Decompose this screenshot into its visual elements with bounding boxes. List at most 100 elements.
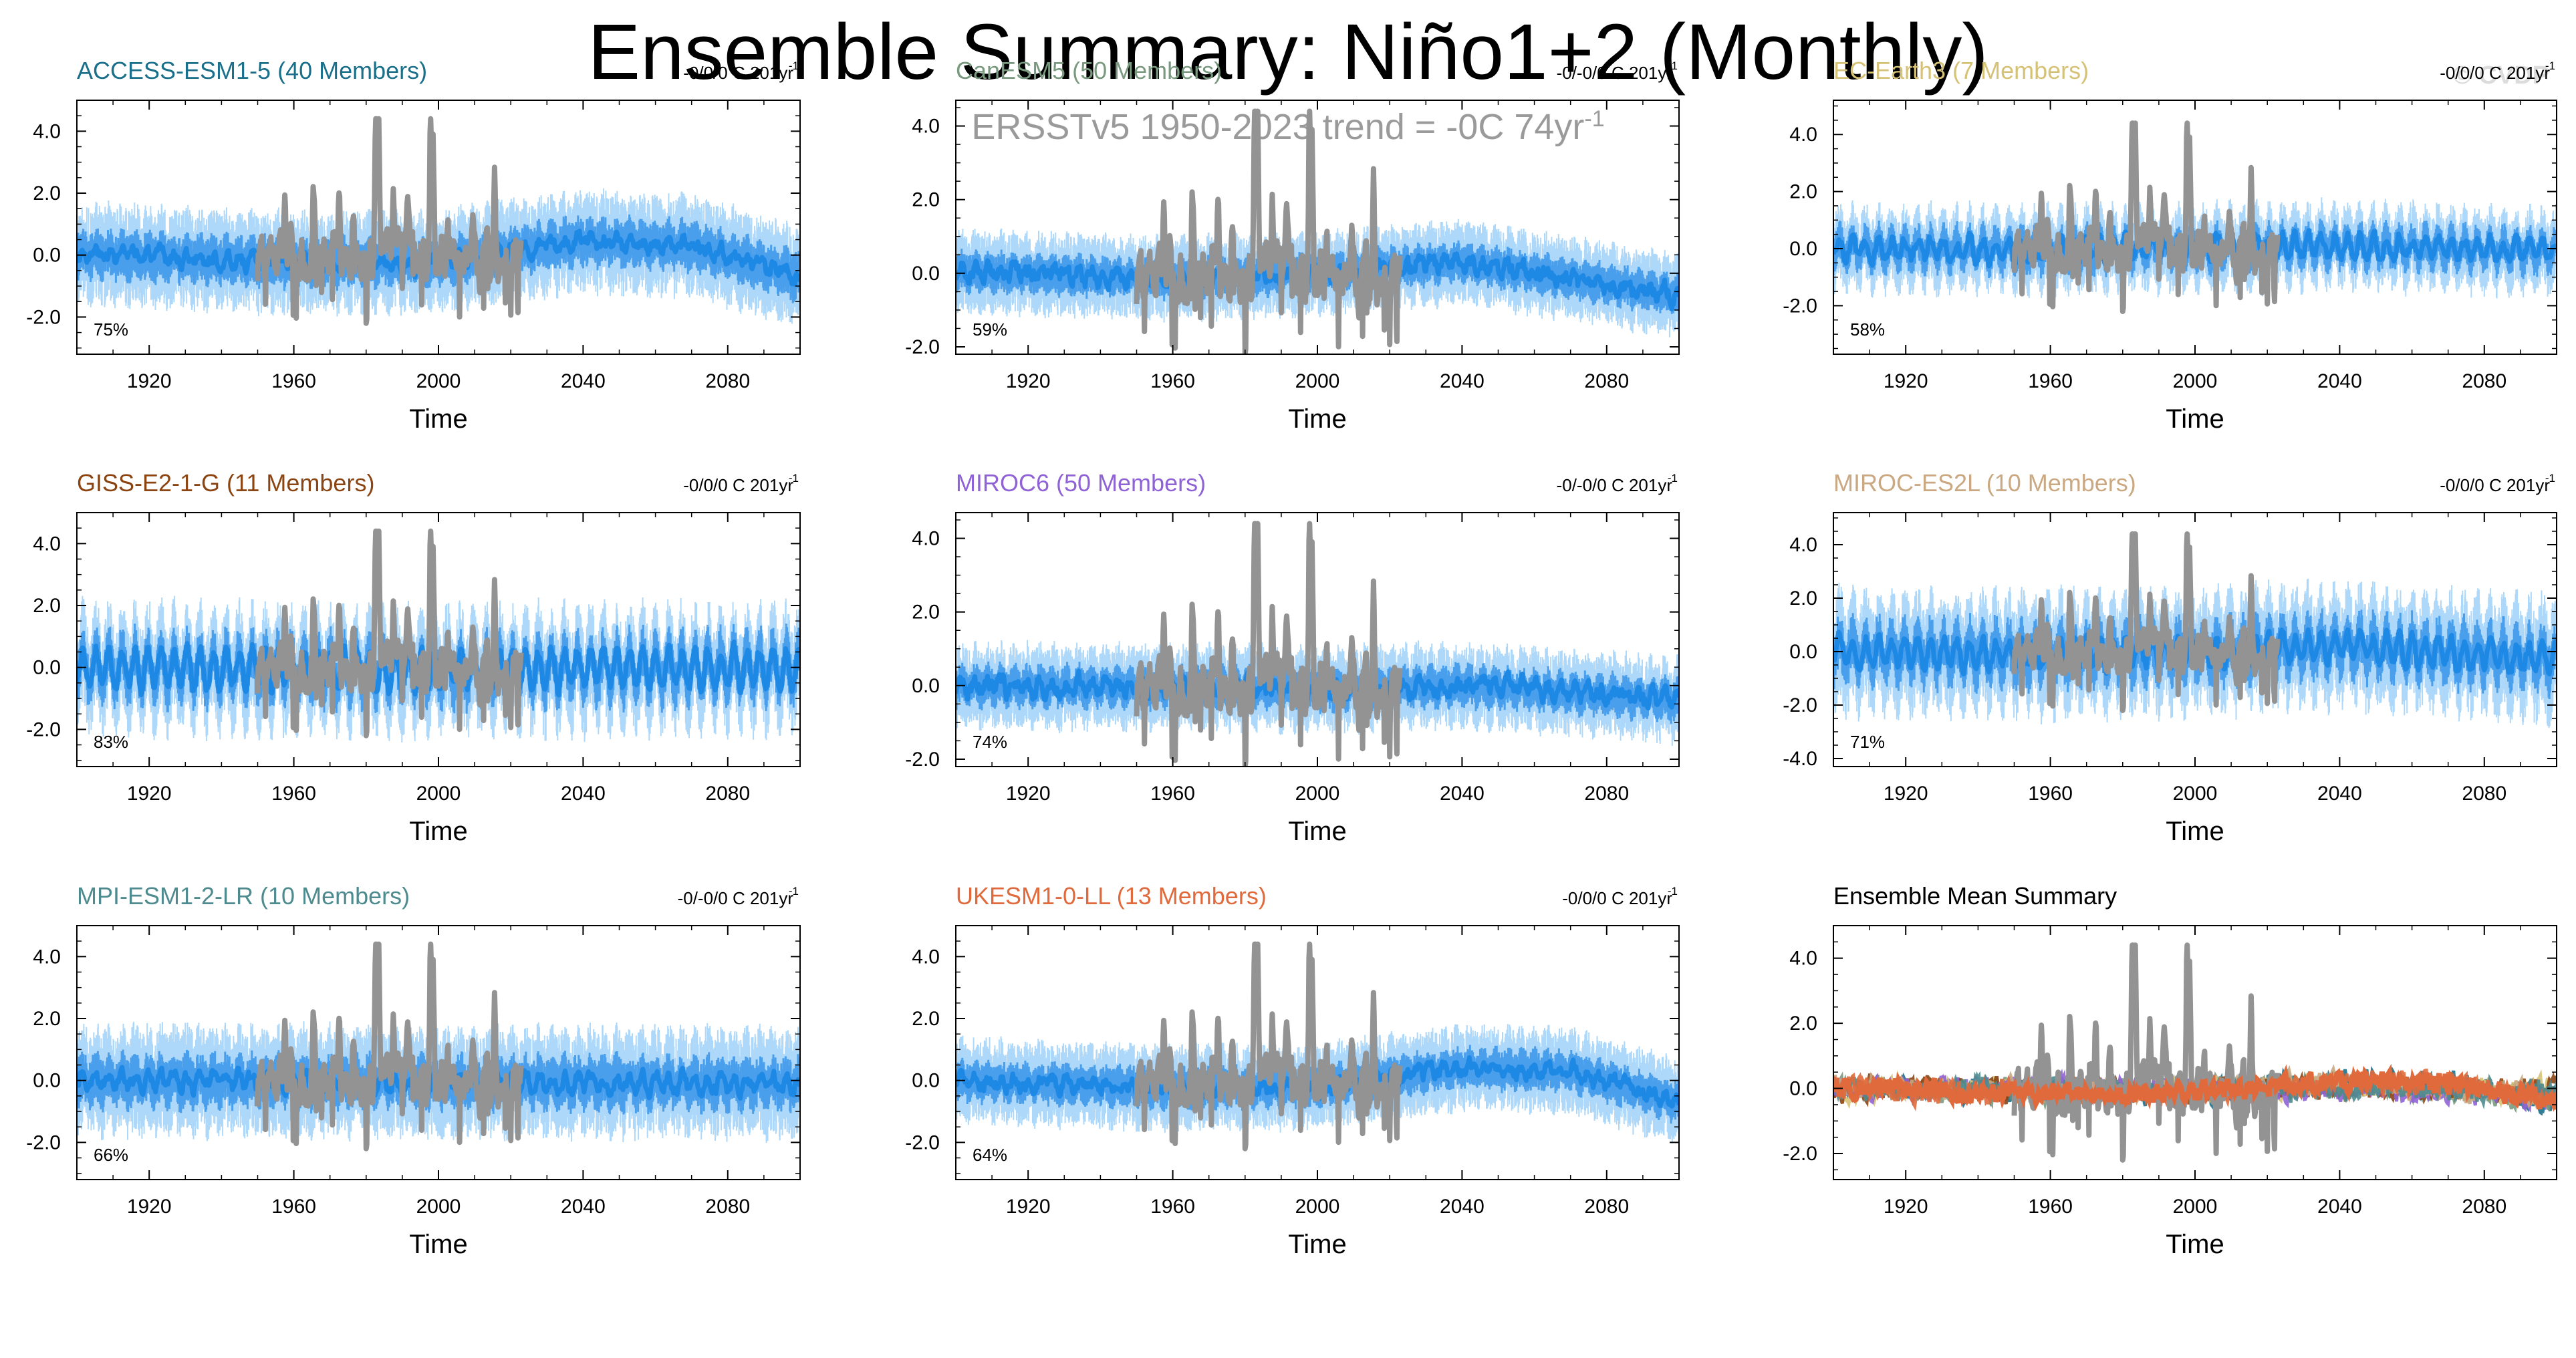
trend-label-sup: -1 [789,472,799,485]
percent-label: 83% [94,732,128,752]
panel-ec-earth3: EC-Earth3 (7 Members) -0/0/0 C 201yr-1 192… [1783,57,2557,434]
x-tick-label: 1920 [1006,783,1051,805]
panel-title: CanESM5 (50 Members) [956,57,1222,84]
observation-line [2011,531,2281,713]
plot-area [956,108,1679,354]
y-tick-label: 0.0 [1789,238,1817,260]
model-mean-line-top [1833,1063,2557,1112]
trend-label-sup: -1 [789,59,799,72]
y-tick-label: 2.0 [33,182,61,205]
y-tick-label: 0.0 [1789,1078,1817,1100]
figure-title: Ensemble Summary: Niño1+2 (Monthly) [588,8,1988,96]
y-tick-label: 2.0 [912,189,940,211]
panel-title: MIROC-ES2L (10 Members) [1833,469,2136,497]
x-tick-label: 1960 [2028,783,2073,805]
plot-frame [955,100,1680,355]
y-tick-label: 4.0 [912,528,940,550]
plot-area [1833,120,2557,314]
observation-line [255,941,524,1151]
panel-canesm5: CanESM5 (50 Members) -0/-0/0 C 201yr-1192… [905,57,1680,434]
y-tick-label: -4.0 [1783,748,1817,770]
percent-label: 64% [973,1145,1007,1165]
y-tick-label: -2.0 [905,749,940,771]
x-axis-label: Time [409,817,467,846]
panel-miroc6: MIROC6 (50 Members) -0/-0/0 C 201yr-1 1920… [905,469,1680,846]
observation-line [1134,108,1403,354]
x-tick-label: 1920 [127,783,172,805]
panel-title: UKESM1-0-LL (13 Members) [956,882,1267,910]
x-tick-label: 1960 [271,783,316,805]
panel-title: GISS-E2-1-G (11 Members) [77,469,374,497]
percent-label: 75% [94,319,128,340]
observation-line [2011,942,2281,1163]
panel-giss: GISS-E2-1-G (11 Members) -0/0/0 C 201yr-1… [26,469,801,846]
panel-ensemble-summary: Ensemble Mean Summary 1920 1960 2000 2040 208… [1783,882,2557,1259]
plot-area [1833,531,2557,728]
plot-area [77,941,800,1151]
y-tick-label: 2.0 [912,1008,940,1030]
x-axis-label: Time [2166,404,2224,434]
x-tick-label: 2000 [2173,1196,2218,1218]
trend-label: -0/0/0 C 201yr [1562,888,1672,908]
x-tick-label: 2080 [1584,1196,1629,1218]
plot-area [77,116,800,326]
panel-miroc-es2l: MIROC-ES2L (10 Members) -0/0/0 C 201yr-1 1… [1783,469,2557,846]
y-tick-label: 0.0 [1789,641,1817,663]
panel-ukesm1: UKESM1-0-LL (13 Members) -0/0/0 C 201yr-1… [905,882,1680,1259]
x-axis-label: Time [409,404,467,434]
plot-area [956,941,1679,1151]
x-tick-label: 2040 [1440,783,1485,805]
x-tick-label: 1960 [1150,1196,1195,1218]
percent-label: 58% [1850,319,1885,340]
subtitle-sup: -1 [1584,106,1605,132]
y-tick-label: 4.0 [1789,534,1817,556]
percent-label: 59% [973,319,1007,340]
x-tick-label: 2080 [1584,370,1629,392]
y-tick-label: -2.0 [905,1131,940,1153]
percent-label: 66% [94,1145,128,1165]
x-tick-label: 2000 [1295,783,1340,805]
observation-line [255,528,524,738]
observation-line [1134,941,1403,1151]
y-tick-label: 4.0 [1789,124,1817,146]
trend-label: -0/-0/0 C 201yr [1557,63,1673,83]
y-tick-label: 0.0 [33,1070,61,1092]
x-tick-label: 2000 [416,1196,461,1218]
x-tick-label: 2040 [561,783,606,805]
y-tick-label: 4.0 [33,533,61,555]
y-tick-label: 0.0 [912,675,940,697]
panel-title: EC-Earth3 (7 Members) [1833,57,2089,84]
y-tick-label: 2.0 [912,601,940,624]
plot-frame [1833,925,2557,1180]
x-tick-label: 1920 [127,370,172,392]
x-tick-label: 2000 [1295,1196,1340,1218]
x-tick-label: 1920 [1006,1196,1051,1218]
x-tick-label: 2040 [2317,783,2362,805]
plot-area [1833,942,2557,1163]
trend-label: -0/0/0 C 201yr [683,63,793,83]
panel-title: Ensemble Mean Summary [1833,882,2117,910]
x-tick-label: 2080 [1584,783,1629,805]
x-tick-label: 1920 [1884,370,1928,392]
y-tick-label: -2.0 [1783,295,1817,317]
trend-label: -0/0/0 C 201yr [683,475,793,495]
x-axis-label: Time [1288,817,1346,846]
trend-label: -0/-0/0 C 201yr [678,888,794,908]
x-tick-label: 2040 [561,370,606,392]
x-tick-label: 1920 [1884,783,1928,805]
x-tick-label: 2080 [2462,370,2506,392]
y-tick-label: 4.0 [33,120,61,142]
y-tick-label: 2.0 [1789,1012,1817,1035]
observation-line [2011,120,2281,314]
panel-title: ACCESS-ESM1-5 (40 Members) [77,57,427,84]
plot-area [77,528,800,742]
y-tick-label: -2.0 [1783,694,1817,716]
subtitle-text: ERSSTv5 1950-2023 trend = -0C 74yr [971,107,1585,147]
x-tick-label: 2000 [1295,370,1340,392]
x-axis-label: Time [1288,1230,1346,1259]
y-tick-label: -2.0 [26,1131,61,1153]
x-tick-label: 1960 [1150,370,1195,392]
x-tick-label: 1960 [2028,370,2073,392]
observation-trend-subtitle: ERSSTv5 1950-2023 trend = -0C 74yr-1 [0,99,2576,147]
